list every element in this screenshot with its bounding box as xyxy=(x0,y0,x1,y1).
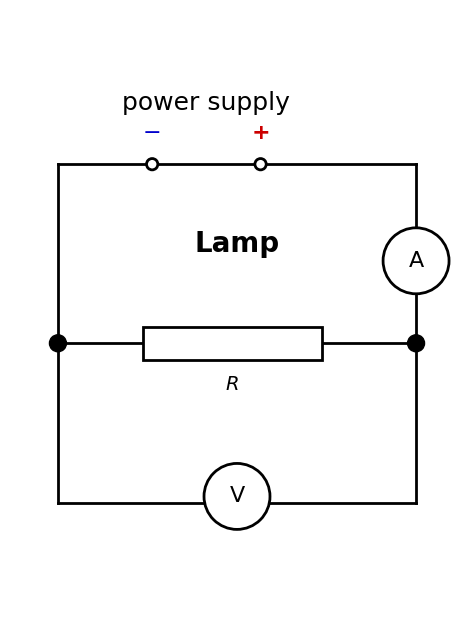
FancyBboxPatch shape xyxy=(143,327,322,360)
Text: power supply: power supply xyxy=(122,91,290,115)
Circle shape xyxy=(146,159,158,170)
Circle shape xyxy=(255,159,266,170)
Circle shape xyxy=(408,335,425,352)
Circle shape xyxy=(383,228,449,294)
Text: Lamp: Lamp xyxy=(194,231,280,258)
Text: A: A xyxy=(409,251,424,271)
Circle shape xyxy=(204,464,270,529)
Text: V: V xyxy=(229,486,245,507)
Text: −: − xyxy=(143,123,162,143)
Text: R: R xyxy=(226,375,239,394)
Circle shape xyxy=(49,335,66,352)
Text: +: + xyxy=(251,123,270,143)
